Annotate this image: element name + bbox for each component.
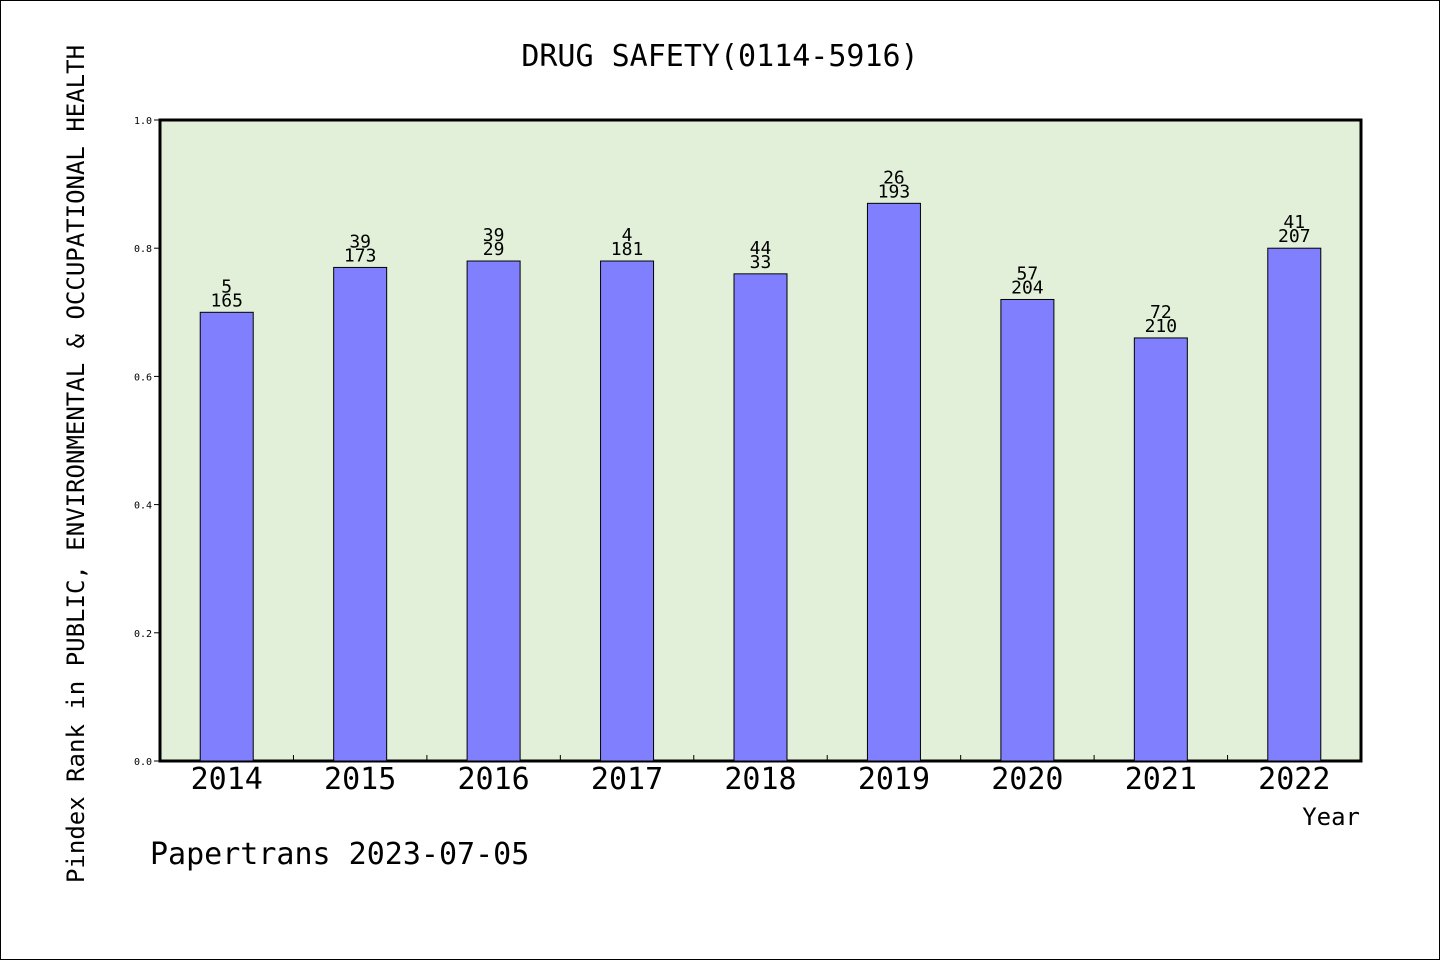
bar-2021: [1133, 337, 1188, 762]
bar-label-top-2022: 41: [1283, 212, 1305, 233]
bar-2020: [1000, 298, 1055, 762]
y-tick-label: 0.2: [134, 629, 152, 640]
bar-2018: [733, 273, 788, 762]
bar-2019: [866, 202, 921, 762]
bars-group: [199, 202, 1322, 762]
y-axis-ticks: 0.0 0.2 0.4 0.6 0.8 1.0: [134, 116, 160, 768]
bar-2022: [1267, 247, 1322, 762]
x-tick-label-2020: 2020: [991, 762, 1063, 797]
bar-label-top-2020: 57: [1017, 263, 1039, 284]
y-tick-label: 1.0: [134, 116, 152, 127]
bar-label-bottom-2017: 181: [611, 239, 644, 260]
x-tick-label-2016: 2016: [457, 762, 529, 797]
chart-title: DRUG SAFETY(0114-5916): [521, 39, 918, 74]
bar-label-top-2016: 39: [483, 225, 505, 246]
bar-label-bottom-2022: 207: [1278, 226, 1311, 247]
bar-label-bottom-2019: 193: [878, 181, 911, 202]
footer-credit: Papertrans 2023-07-05: [150, 837, 529, 872]
y-tick-label: 0.6: [134, 372, 152, 383]
bar-label-bottom-2020: 204: [1011, 277, 1044, 298]
y-tick-label: 0.0: [134, 757, 152, 768]
bar-label-top-2018: 44: [750, 238, 772, 259]
y-axis-label: Pindex Rank in PUBLIC, ENVIRONMENTAL & O…: [62, 45, 90, 883]
bar-label-top-2014: 5: [221, 276, 232, 297]
x-tick-label-2018: 2018: [724, 762, 796, 797]
bar-label-top-2017: 4: [622, 225, 633, 246]
x-tick-label-2022: 2022: [1258, 762, 1330, 797]
x-axis-label: Year: [1302, 803, 1360, 831]
bar-2017: [600, 260, 655, 762]
x-tick-label-2021: 2021: [1125, 762, 1197, 797]
bar-label-top-2015: 39: [349, 231, 371, 252]
bar-label-bottom-2015: 173: [344, 245, 377, 266]
bar-label-top-2021: 72: [1150, 302, 1172, 323]
x-tick-label-2019: 2019: [858, 762, 930, 797]
bar-2015: [333, 266, 388, 762]
bar-label-bottom-2014: 165: [210, 290, 243, 311]
bar-label-bottom-2021: 210: [1145, 316, 1178, 337]
x-axis-ticks: 2014 2015 2016 2017 2018 2019 2020 2021 2022: [191, 755, 1330, 797]
bar-2014: [199, 311, 254, 762]
x-tick-label-2014: 2014: [191, 762, 263, 797]
y-tick-label: 0.4: [134, 501, 152, 512]
x-tick-label-2017: 2017: [591, 762, 663, 797]
x-tick-label-2015: 2015: [324, 762, 396, 797]
bar-label-top-2019: 26: [883, 167, 905, 188]
y-tick-label: 0.8: [134, 244, 152, 255]
bar-label-bottom-2016: 29: [483, 239, 505, 260]
bar-label-bottom-2018: 33: [750, 252, 772, 273]
bar-2016: [466, 260, 521, 762]
